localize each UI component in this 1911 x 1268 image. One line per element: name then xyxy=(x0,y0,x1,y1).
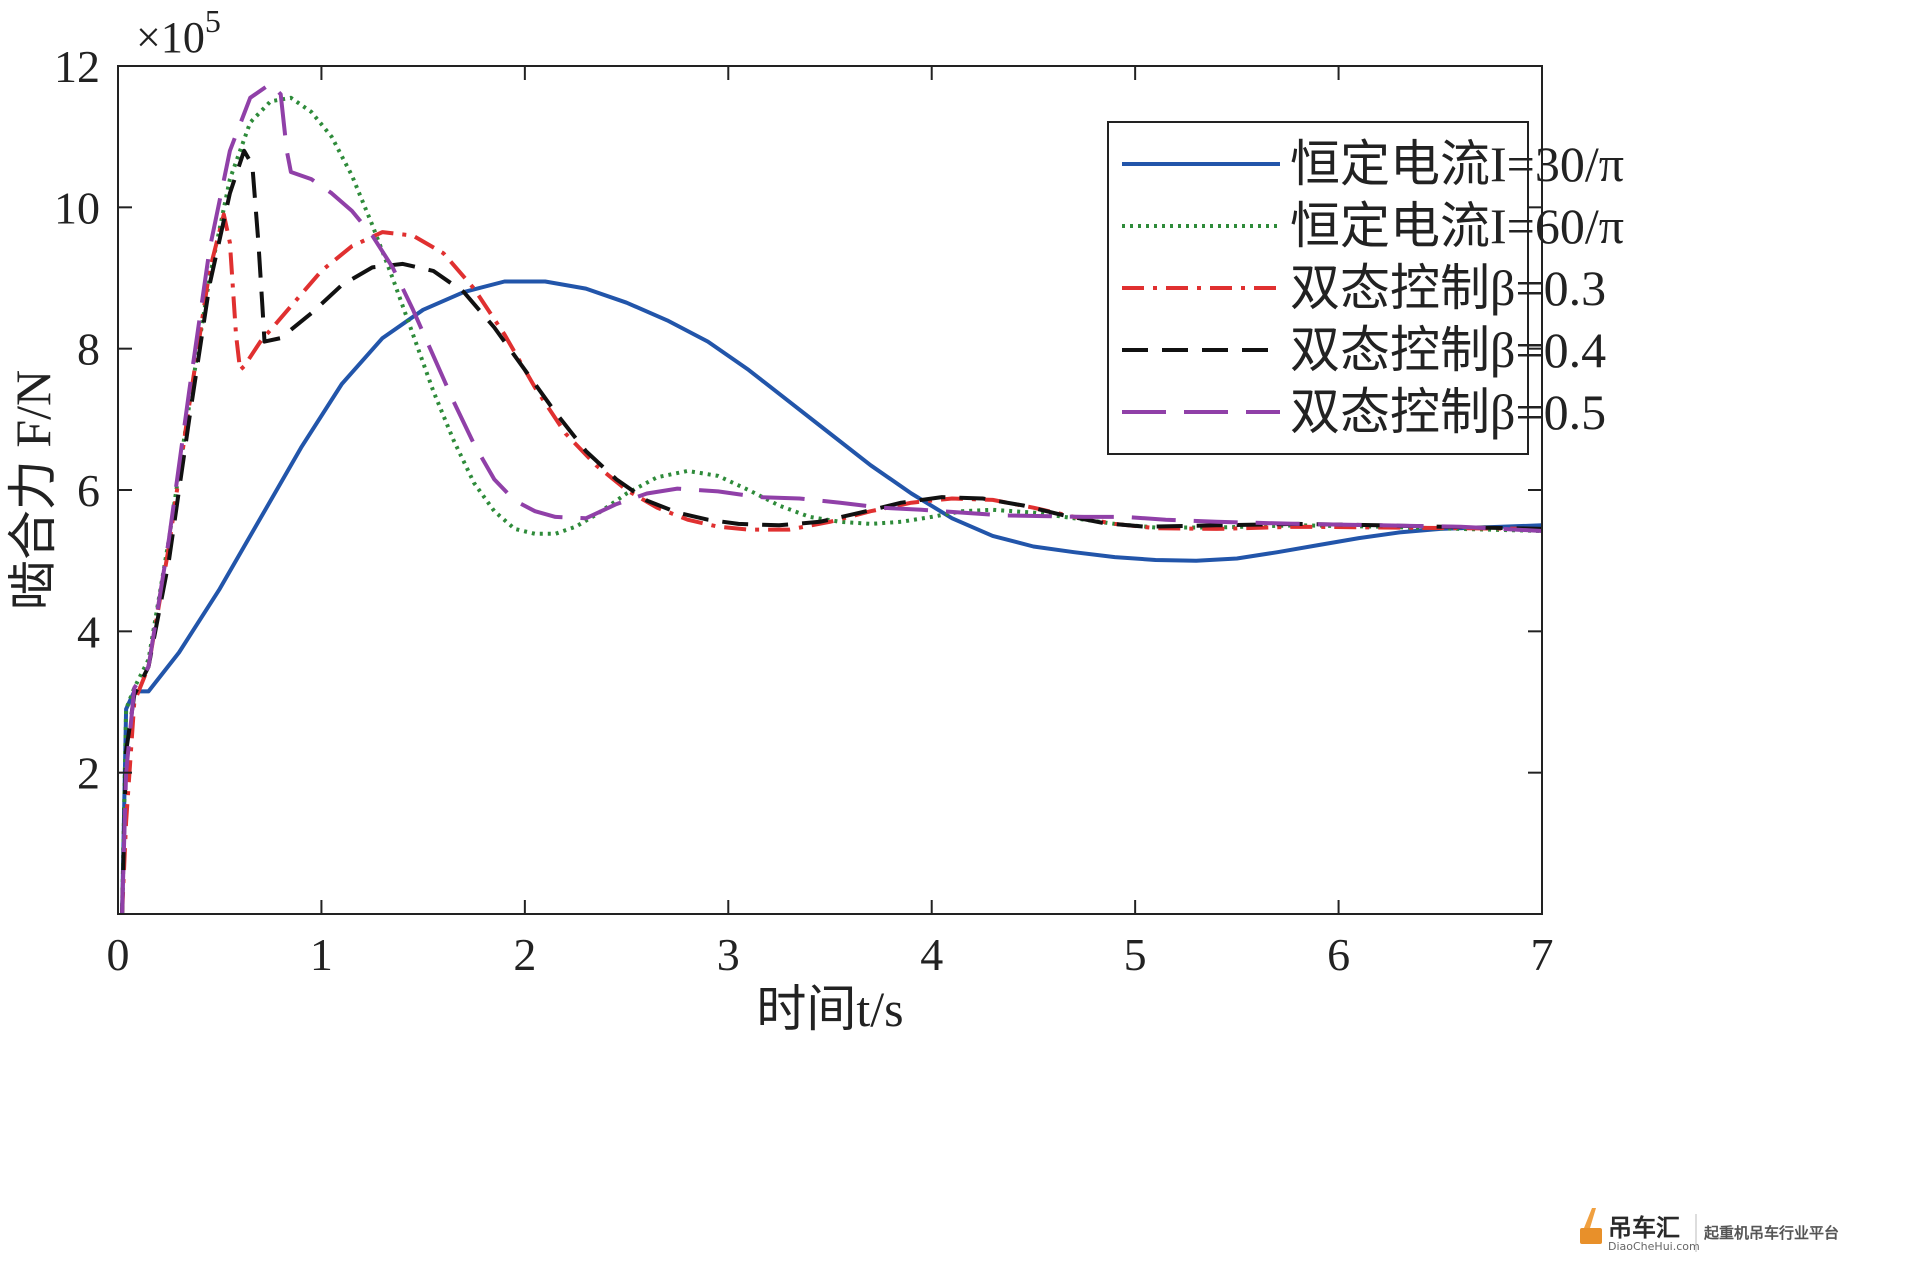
x-tick-label: 1 xyxy=(310,929,333,980)
y-tick-label: 6 xyxy=(77,465,100,516)
watermark: 吊车汇 DiaoCheHui.com 起重机吊车行业平台 xyxy=(1580,1208,1839,1253)
series-line-1 xyxy=(120,279,1543,915)
series-line-4 xyxy=(120,148,1543,915)
y-tick-label: 2 xyxy=(77,748,100,799)
series-line-3 xyxy=(120,212,1543,915)
y-tick-label: 4 xyxy=(77,606,100,657)
watermark-brand: 吊车汇 xyxy=(1608,1214,1680,1242)
watermark-slogan: 起重机吊车行业平台 xyxy=(1703,1224,1839,1242)
watermark-domain: DiaoCheHui.com xyxy=(1608,1240,1700,1253)
x-tick-label: 7 xyxy=(1531,929,1554,980)
series-line-5 xyxy=(120,81,1543,915)
crane-logo-icon xyxy=(1580,1208,1602,1244)
legend-label-2: 恒定电流I=60/π xyxy=(1290,198,1624,254)
x-tick-label: 2 xyxy=(513,929,536,980)
legend-label-3: 双态控制β=0.3 xyxy=(1290,260,1606,316)
y-multiplier-label: ×105 xyxy=(136,3,221,62)
x-tick-label: 6 xyxy=(1327,929,1350,980)
legend: 恒定电流I=30/π 恒定电流I=60/π 双态控制β=0.3 双态控制β=0.4 双态… xyxy=(1107,121,1624,455)
legend-label-1: 恒定电流I=30/π xyxy=(1290,136,1624,192)
plot-area xyxy=(120,81,1543,915)
y-tick-label: 10 xyxy=(54,182,100,233)
legend-label-5: 双态控制β=0.5 xyxy=(1290,384,1606,440)
series-line-2 xyxy=(120,95,1543,915)
x-tick-label: 4 xyxy=(920,929,943,980)
legend-label-4: 双态控制β=0.4 xyxy=(1290,322,1606,378)
x-axis-label: 时间t/s xyxy=(756,981,903,1037)
x-tick-label: 3 xyxy=(717,929,740,980)
y-axis-label: 啮合力 F/N xyxy=(5,370,61,610)
y-tick-label: 8 xyxy=(77,324,100,375)
x-tick-label: 5 xyxy=(1124,929,1147,980)
x-tick-label: 0 xyxy=(107,929,130,980)
y-tick-label: 12 xyxy=(54,41,100,92)
